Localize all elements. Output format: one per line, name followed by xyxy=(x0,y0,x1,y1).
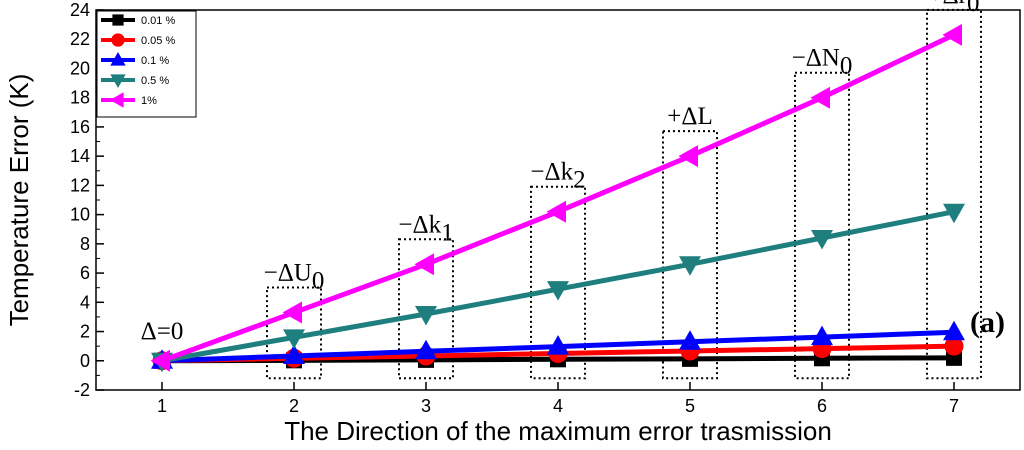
y-tick-label: 16 xyxy=(70,117,90,137)
marker-triangle-up xyxy=(811,325,833,346)
legend-label: 0.01 % xyxy=(141,15,175,27)
annotation-label: −ΔN0 xyxy=(792,45,853,80)
x-axis: 1 2 3 4 5 6 7 xyxy=(157,382,959,416)
annotation-box xyxy=(266,286,322,380)
marker-circle xyxy=(111,33,125,47)
y-tick-label: 12 xyxy=(70,175,90,195)
annotation-box xyxy=(398,238,454,380)
y-tick-label: 24 xyxy=(70,0,90,20)
marker-triangle-up xyxy=(547,335,569,355)
marker-triangle-down xyxy=(110,74,126,89)
legend-label: 0.1 % xyxy=(141,55,169,67)
annotation-box xyxy=(662,130,718,380)
annotation-subscript: 0 xyxy=(967,0,980,17)
annotation-main: +ΔL xyxy=(667,103,712,130)
x-tick-label: 7 xyxy=(949,396,959,416)
annotation-subscript: 2 xyxy=(573,167,586,194)
x-tick-label: 1 xyxy=(157,396,167,416)
marker-triangle-left xyxy=(414,253,434,276)
y-axis-title: Temperature Error (K) xyxy=(4,74,34,327)
annotation-boxes xyxy=(266,8,982,380)
marker-square xyxy=(112,14,124,26)
annotation-main: +Δr xyxy=(928,0,967,9)
annotation-main: −Δk xyxy=(530,159,573,186)
marker-triangle-left xyxy=(150,349,170,372)
y-tick-label: 20 xyxy=(70,58,90,78)
y-tick-label: 6 xyxy=(80,263,90,283)
legend-label: 0.5 % xyxy=(141,75,169,87)
marker-triangle-left xyxy=(678,145,698,168)
marker-triangle-left xyxy=(810,86,830,109)
legend: 0.01 % 0.05 % 0.1 % 0.5 % 1% xyxy=(96,10,197,118)
marker-triangle-down xyxy=(283,329,305,349)
marker-triangle-up xyxy=(415,339,437,360)
marker-triangle-down xyxy=(679,256,701,276)
x-axis-title: The Direction of the maximum error trasm… xyxy=(284,416,832,446)
annotation-main: −ΔU xyxy=(264,260,312,287)
annotation-box xyxy=(794,71,850,380)
marker-triangle-up xyxy=(679,330,701,350)
y-tick-label: 4 xyxy=(80,292,90,312)
annotation-label: +ΔL xyxy=(667,103,712,130)
annotation-label: Δ=0 xyxy=(141,318,184,345)
x-tick-label: 4 xyxy=(553,396,563,416)
marker-triangle-down xyxy=(811,230,833,250)
series-4 xyxy=(150,23,962,372)
marker-triangle-up xyxy=(110,51,126,66)
annotation-main: −ΔN xyxy=(792,45,840,72)
annotation-subscript: 0 xyxy=(312,268,325,295)
annotation-subscript: 1 xyxy=(441,219,454,246)
marker-triangle-left xyxy=(282,301,302,324)
x-tick-label: 2 xyxy=(289,396,299,416)
y-tick-label: 18 xyxy=(70,88,90,108)
marker-triangle-up xyxy=(283,344,305,364)
legend-label: 1% xyxy=(141,95,157,107)
annotation-main: Δ=0 xyxy=(141,318,184,345)
annotation-label: +Δr0 xyxy=(928,0,979,17)
legend-label: 0.05 % xyxy=(141,35,175,47)
marker-triangle-left xyxy=(942,23,962,46)
annotation-layer: Δ=0−ΔU0−Δk1−Δk2+ΔL−ΔN0+Δr0 xyxy=(141,0,980,345)
y-tick-label: 2 xyxy=(80,322,90,342)
series-layer xyxy=(150,23,965,373)
marker-triangle-left xyxy=(109,92,124,108)
marker-circle xyxy=(944,336,964,356)
y-tick-label: 10 xyxy=(70,205,90,225)
annotation-subscript: 0 xyxy=(840,53,853,80)
panel-label: (a) xyxy=(970,306,1005,339)
annotation-label: −Δk1 xyxy=(398,211,453,246)
marker-triangle-up xyxy=(943,320,965,341)
y-tick-label: 22 xyxy=(70,29,90,49)
marker-triangle-down xyxy=(547,281,569,301)
marker-triangle-down xyxy=(415,306,437,326)
annotation-label: −ΔU0 xyxy=(264,260,325,295)
annotation-main: −Δk xyxy=(398,211,441,238)
marker-triangle-left xyxy=(546,200,566,223)
y-tick-label: -2 xyxy=(74,380,90,400)
x-tick-label: 5 xyxy=(685,396,695,416)
series-line xyxy=(161,32,956,364)
x-tick-label: 3 xyxy=(421,396,431,416)
annotation-box xyxy=(926,8,982,380)
y-tick-label: 8 xyxy=(80,234,90,254)
marker-triangle-down xyxy=(943,203,965,224)
y-tick-label: 0 xyxy=(80,351,90,371)
annotation-box xyxy=(530,185,586,380)
annotation-label: −Δk2 xyxy=(530,159,585,194)
x-tick-label: 6 xyxy=(817,396,827,416)
y-tick-label: 14 xyxy=(70,146,90,166)
